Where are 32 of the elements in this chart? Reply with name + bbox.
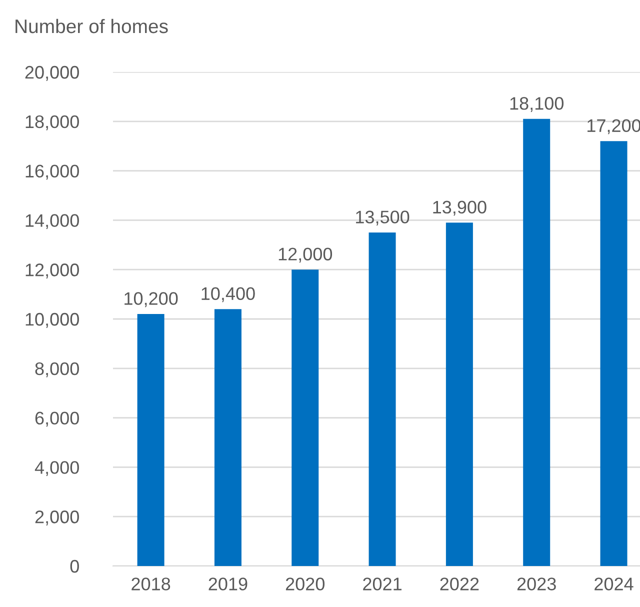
x-tick-label: 2022	[440, 578, 479, 590]
x-tick-label: 2023	[517, 578, 556, 590]
bar	[214, 309, 242, 566]
y-tick-label: 0	[70, 560, 79, 573]
y-tick-label: 20,000	[25, 66, 79, 81]
y-tick-label: 6,000	[35, 412, 79, 427]
y-tick-label: 12,000	[26, 264, 79, 278]
data-label: 10,400	[202, 287, 255, 302]
x-tick-label: 2019	[208, 578, 248, 590]
data-label: 18,100	[510, 97, 564, 112]
x-tick-label: 2020	[286, 578, 325, 590]
bar	[368, 232, 396, 566]
y-tick-label: 4,000	[34, 461, 79, 476]
bar	[523, 118, 550, 566]
y-tick-label: 18,000	[26, 115, 79, 130]
data-label: 13,900	[433, 200, 486, 216]
data-label: 10,200	[124, 292, 178, 308]
y-tick-label: 8,000	[35, 362, 79, 378]
data-label: 13,500	[356, 210, 410, 226]
y-tick-label: 10,000	[26, 312, 79, 328]
bar	[446, 222, 473, 566]
y-tick-label: 2,000	[35, 510, 79, 526]
y-tick-label: 16,000	[26, 164, 79, 180]
x-tick-label: 2021	[363, 578, 402, 590]
x-tick-label: 2018	[132, 578, 170, 590]
x-tick-label: 2024	[594, 578, 634, 590]
y-axis-title: Number of homes	[16, 18, 168, 34]
y-tick-label: 14,000	[26, 214, 79, 230]
bar	[137, 314, 164, 566]
bar	[600, 141, 628, 566]
data-label: 12,000	[278, 248, 332, 263]
bar	[292, 270, 319, 566]
